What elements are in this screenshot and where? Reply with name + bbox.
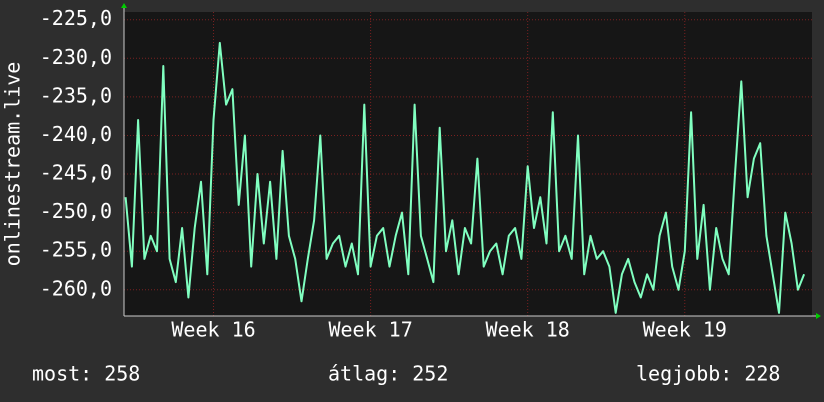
y-tick-label: -260,0 <box>40 276 112 300</box>
footer-label: most: <box>32 362 92 386</box>
footer-label: átlag: <box>328 362 400 386</box>
x-tick-label: Week 19 <box>643 318 727 342</box>
y-tick-label: -230,0 <box>40 45 112 69</box>
y-tick-label: -235,0 <box>40 83 112 107</box>
series-line <box>124 41 806 314</box>
y-tick-label: -245,0 <box>40 161 112 185</box>
plot-area <box>124 12 812 316</box>
y-tick-label: -225,0 <box>40 6 112 30</box>
y-axis-label: onlinestream.live <box>1 62 25 267</box>
y-tick-label: -255,0 <box>40 238 112 262</box>
footer-label: legjobb: <box>636 362 732 386</box>
axis-arrow <box>816 313 821 319</box>
footer-value: 252 <box>412 362 448 386</box>
x-tick-label: Week 18 <box>486 318 570 342</box>
footer-value: 228 <box>744 362 780 386</box>
footer-value: 258 <box>104 362 140 386</box>
axis-arrow <box>121 3 127 8</box>
x-tick-label: Week 16 <box>171 318 255 342</box>
y-tick-label: -250,0 <box>40 199 112 223</box>
y-tick-label: -240,0 <box>40 122 112 146</box>
x-tick-label: Week 17 <box>328 318 412 342</box>
